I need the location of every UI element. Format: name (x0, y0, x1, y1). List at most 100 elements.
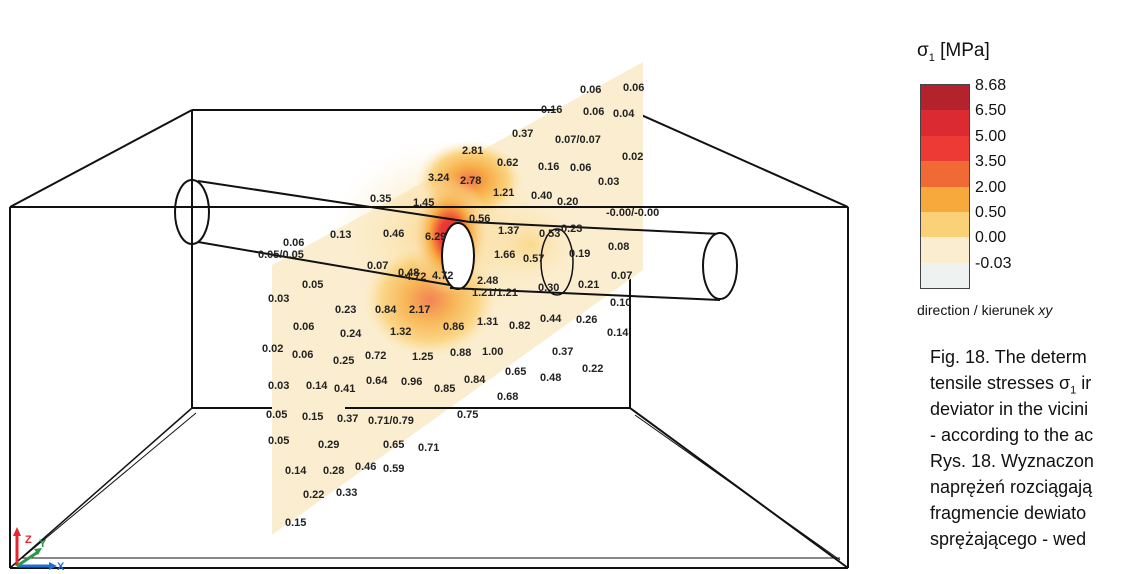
legend-swatch (921, 135, 969, 162)
stress-value: 0.84 (375, 304, 397, 316)
stress-value: 1.00 (482, 346, 503, 358)
stress-value: 1.66 (494, 249, 515, 261)
stress-value: 0.48 (398, 267, 419, 279)
stress-value: 0.03 (268, 293, 289, 305)
stress-value: 0.14 (306, 380, 328, 392)
stress-value: 6.29 (425, 231, 446, 243)
stress-value: 0.02 (622, 151, 643, 163)
legend-subscript: 1 (928, 51, 935, 64)
axis-z-label: Z (25, 534, 32, 546)
legend-value: 0.00 (975, 229, 1007, 247)
stress-value: 0.22 (582, 363, 603, 375)
stress-value: 0.68 (497, 391, 518, 403)
stress-value: 1.21 (493, 187, 514, 199)
legend-swatch (921, 262, 969, 289)
stress-value: 0.04 (613, 108, 635, 120)
stress-value: 2.78 (460, 175, 481, 187)
caption-line: Rys. 18. Wyznaczon (930, 451, 1094, 471)
stress-value: 0.14 (285, 465, 307, 477)
legend-swatch (921, 212, 969, 238)
stress-value: 0.15 (302, 411, 323, 423)
stress-value: 0.16 (538, 161, 559, 173)
stress-value: 0.06 (292, 349, 313, 361)
legend-frame (920, 84, 970, 289)
stress-value: 1.31 (477, 316, 498, 328)
stress-value-labels: 0.06 0.06 0.16 0.06 0.04 0.37 0.07/0.07 2.81 0.0… (258, 82, 659, 529)
legend-swatch (921, 85, 969, 111)
stress-value: -0.00/-0.00 (606, 207, 659, 219)
stress-value: 0.16 (541, 104, 562, 116)
stress-value: 0.53 (539, 228, 560, 240)
stress-value: 0.06 (570, 162, 591, 174)
stress-value: 0.65 (383, 439, 404, 451)
stress-value: 0.72 (365, 350, 386, 362)
figure-caption: Fig. 18. The determ tensile stresses σ1 … (930, 344, 1094, 552)
stress-value: 0.56 (469, 213, 490, 225)
stress-value: 3.24 (428, 172, 450, 184)
legend-value: 5.00 (975, 127, 1007, 145)
legend-symbol: σ (917, 40, 929, 61)
stress-value: 0.22 (303, 489, 324, 501)
stress-plane (272, 62, 643, 535)
stress-value: 1.37 (498, 225, 519, 237)
axis-y-label: Y (39, 538, 47, 550)
legend-swatch (921, 161, 969, 187)
stress-value: 0.15 (285, 517, 306, 529)
stress-value: 0.19 (569, 248, 590, 260)
stress-value: 0.23 (561, 223, 582, 235)
stress-value: 0.13 (330, 229, 351, 241)
stress-value: 1.45 (413, 197, 434, 209)
stress-value: 0.06 (623, 82, 644, 94)
direction-note: direction / kierunek xy (917, 302, 1052, 318)
caption-line: deviator in the vicini (930, 399, 1089, 419)
axis-triad-icon: Z Y X (13, 527, 65, 573)
stress-value: 0.26 (576, 314, 597, 326)
stress-value: 0.65 (505, 366, 526, 378)
duct-pipe (174, 179, 738, 301)
stress-value: 0.24 (340, 328, 362, 340)
stress-value: 0.86 (443, 321, 464, 333)
stress-value: 1.25 (412, 351, 433, 363)
stress-value: 0.07/0.07 (555, 134, 601, 146)
stress-value: 0.06 (583, 106, 604, 118)
stress-value: 0.23 (335, 304, 356, 316)
stress-value: 0.48 (540, 372, 561, 384)
stress-value: 0.40 (531, 190, 552, 202)
legend-swatch (921, 237, 969, 263)
stress-value: 0.37 (512, 128, 533, 140)
stress-value: 0.05 (266, 409, 287, 421)
stress-value: 0.06 (580, 84, 601, 96)
stress-value: 0.59 (383, 463, 404, 475)
caption-line: fragmencie dewiato (930, 503, 1087, 523)
stress-value: 4.72 (432, 270, 453, 282)
stress-value: 0.84 (464, 374, 486, 386)
legend-value: 8.68 (975, 77, 1007, 94)
stress-value: 0.06 (293, 321, 314, 333)
stress-value: 0.71 (418, 442, 439, 454)
stress-value: 0.88 (450, 347, 471, 359)
stress-value: 0.64 (366, 375, 388, 387)
stress-value: 0.82 (509, 320, 530, 332)
stress-value: 2.17 (409, 304, 430, 316)
box-front (9, 206, 849, 569)
stress-value: 0.71/0.79 (368, 415, 414, 427)
stress-value: 1.21/1.21 (472, 287, 518, 299)
caption-line: - according to the ac (930, 425, 1094, 445)
stress-value: 0.05/0.05 (258, 249, 304, 261)
stress-value: 0.07 (611, 270, 632, 282)
caption-line: tensile stresses σ1 ir (930, 373, 1092, 397)
legend-value: 2.00 (975, 178, 1007, 196)
stress-value: 0.21 (578, 279, 599, 291)
caption-line: sprężającego - wed (930, 529, 1087, 549)
caption-line: Fig. 18. The determ (930, 347, 1087, 367)
stress-value: 0.02 (262, 343, 283, 355)
stress-value: 0.03 (268, 380, 289, 392)
stress-value: 0.08 (608, 241, 629, 253)
stress-value: 0.62 (497, 157, 518, 169)
stress-value: 0.06 (283, 237, 304, 249)
stress-value: 0.46 (383, 228, 404, 240)
stress-value: 0.37 (552, 346, 573, 358)
stress-value: 0.41 (334, 383, 355, 395)
stress-value: 0.75 (457, 409, 478, 421)
legend-title: σ1 [MPa] (917, 40, 990, 64)
